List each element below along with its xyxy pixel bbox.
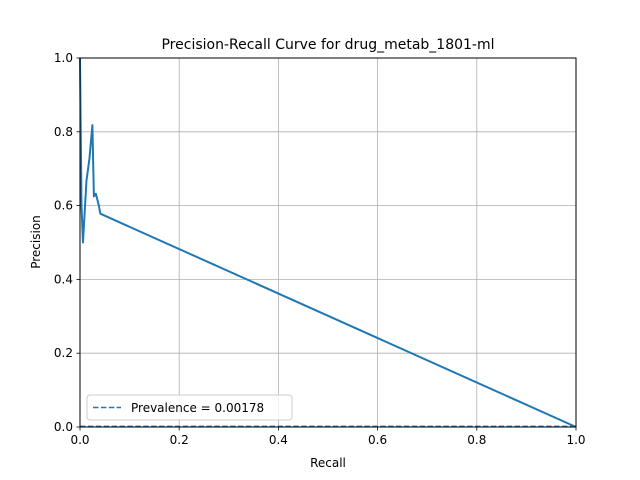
legend-box (86, 394, 293, 421)
x-axis-label: Recall (310, 456, 346, 470)
legend: Prevalence = 0.00178 (86, 394, 293, 421)
x-tick-label: 0.2 (170, 433, 189, 447)
x-tick-label: 1.0 (566, 433, 585, 447)
y-axis-label: Precision (29, 215, 43, 269)
x-tick-label: 0.4 (269, 433, 288, 447)
x-tick-label: 0.6 (368, 433, 387, 447)
series-layer (79, 57, 577, 428)
y-tick-label: 1.0 (54, 51, 73, 65)
y-tick-label: 0.8 (54, 125, 73, 139)
x-tick-label: 0.8 (467, 433, 486, 447)
y-tick-label: 0.4 (54, 272, 73, 286)
y-tick-label: 0.6 (54, 199, 73, 213)
grid-lines (79, 57, 577, 428)
y-tick-label: 0.2 (54, 346, 73, 360)
axes-frame (79, 57, 577, 428)
chart-title: Precision-Recall Curve for drug_metab_18… (161, 37, 494, 53)
precision-recall-line (79, 57, 577, 428)
legend-label-prevalence: Prevalence = 0.00178 (131, 401, 264, 415)
axis-ticks: 0.0 0.2 0.4 0.6 0.8 1.0 0.0 0.2 0.4 0.6 0.8 1.0 (54, 51, 586, 447)
y-tick-label: 0.0 (54, 420, 73, 434)
x-tick-label: 0.0 (70, 433, 89, 447)
